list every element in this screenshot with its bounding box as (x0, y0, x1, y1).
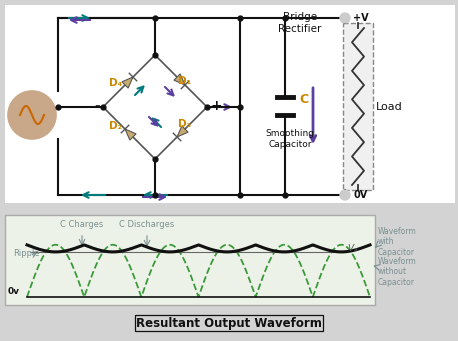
Text: Smoothing
Capacitor: Smoothing Capacitor (266, 129, 315, 149)
Text: C Charges: C Charges (60, 220, 104, 229)
Polygon shape (125, 129, 136, 140)
Circle shape (340, 190, 350, 200)
Text: +V: +V (353, 13, 369, 23)
Circle shape (340, 13, 350, 23)
Polygon shape (174, 74, 185, 85)
Text: Load: Load (376, 102, 403, 112)
Text: D₁: D₁ (179, 76, 191, 86)
Text: C Discharges: C Discharges (120, 220, 174, 229)
Circle shape (8, 91, 56, 139)
Text: Vₐ⁣: Vₐ⁣ (348, 244, 358, 253)
Text: 0V: 0V (353, 190, 367, 200)
Polygon shape (177, 126, 188, 137)
Text: -: - (94, 99, 100, 113)
Polygon shape (122, 77, 133, 88)
Text: Resultant Output Waveform: Resultant Output Waveform (136, 316, 322, 329)
Bar (5, 5, 455, 203)
Text: Ripple: Ripple (13, 249, 40, 258)
Text: Waveform
without
Capacitor: Waveform without Capacitor (378, 257, 417, 287)
Text: C: C (299, 93, 308, 106)
Bar (343, 23, 373, 190)
Text: Bridge
Rectifier: Bridge Rectifier (278, 12, 322, 34)
Text: D₄: D₄ (109, 78, 122, 88)
Text: Waveform
with
Capacitor: Waveform with Capacitor (378, 227, 417, 257)
Text: D₃: D₃ (179, 119, 191, 129)
Text: 0v: 0v (8, 287, 20, 296)
Text: D₂: D₂ (109, 121, 122, 131)
Bar (5, 215, 375, 305)
Text: +: + (210, 99, 222, 113)
